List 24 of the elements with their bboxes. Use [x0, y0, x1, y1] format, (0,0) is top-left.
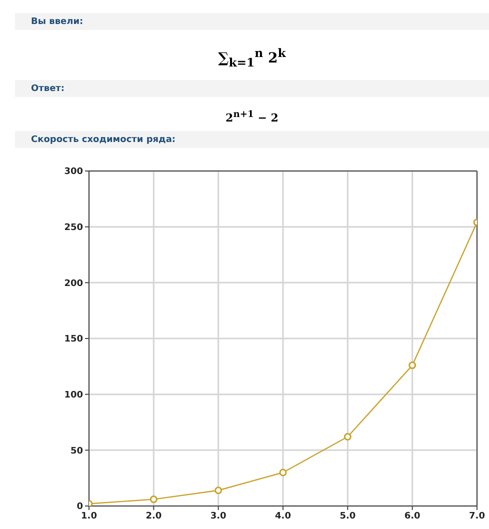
y-tick-label: 0	[76, 502, 83, 512]
y-tick-label: 250	[64, 223, 83, 234]
point	[279, 468, 287, 476]
point	[150, 496, 158, 504]
x-tick-label: 6.0	[404, 511, 420, 522]
text: Вы ввели:	[15, 13, 489, 30]
point	[408, 362, 416, 370]
y-tick-label: 100	[64, 390, 83, 401]
text: Ответ:	[15, 80, 489, 97]
point	[214, 486, 222, 494]
y-tick-label: 200	[64, 278, 83, 289]
y-tick-label: 50	[70, 446, 83, 456]
x-tick-label: 1.0	[81, 511, 97, 522]
chart-title: Скорость сходимости ряда:	[15, 131, 489, 148]
x-tick-label: 2.0	[146, 511, 162, 522]
point	[344, 433, 352, 441]
text: ∑$_{k=1}$$^{n}$ 2$^{k}$	[217, 45, 287, 72]
y-tick-label: 300	[64, 167, 83, 178]
x-tick-label: 3.0	[210, 511, 226, 522]
y-tick-label: 150	[64, 334, 83, 345]
x-tick-label: 4.0	[275, 511, 291, 522]
text: 2$^{n+1}$ − 2	[224, 108, 280, 127]
x-tick-label: 7.0	[469, 511, 485, 522]
x-tick-label: 5.0	[340, 511, 356, 522]
